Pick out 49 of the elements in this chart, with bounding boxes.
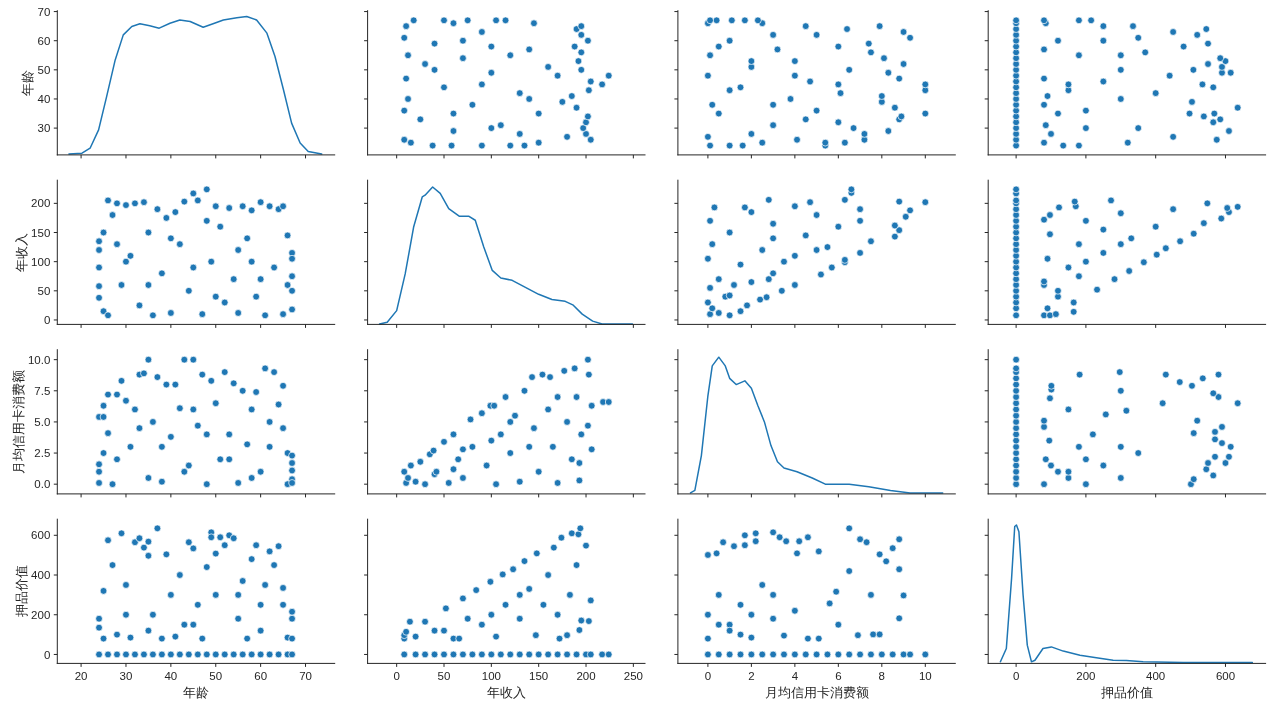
- x-tick-label: 150: [529, 670, 549, 683]
- x-axis-title: 年龄: [183, 686, 209, 701]
- x-tick-label: 8: [878, 670, 886, 683]
- x-tick-label: 40: [164, 670, 178, 683]
- y-tick-label: 100: [31, 255, 51, 268]
- x-tick-label: 6: [835, 670, 842, 683]
- x-tick-label: 100: [481, 670, 501, 683]
- x-tick-label: 60: [254, 670, 268, 683]
- y-tick-label: 150: [31, 226, 51, 239]
- y-tick-label: 10.0: [27, 353, 51, 366]
- y-tick-label: 0.0: [34, 478, 51, 491]
- y-tick-label: 200: [31, 197, 51, 210]
- y-tick-label: 5.0: [34, 416, 51, 429]
- x-tick-label: 4: [791, 670, 799, 683]
- x-tick-label: 200: [1076, 670, 1096, 683]
- y-tick-label: 400: [31, 569, 51, 582]
- x-tick-label: 0: [704, 670, 712, 683]
- x-tick-label: 10: [918, 670, 932, 683]
- y-tick-label: 0: [43, 314, 51, 327]
- y-tick-label: 7.5: [34, 384, 51, 397]
- y-tick-label: 50: [37, 63, 51, 76]
- y-axis-title: 年龄: [21, 69, 36, 96]
- x-tick-label: 400: [1146, 670, 1166, 683]
- x-tick-label: 600: [1215, 670, 1236, 683]
- x-axis-title: 年收入: [486, 686, 526, 701]
- x-tick-label: 30: [119, 670, 133, 683]
- x-axis-title: 月均信用卡消费额: [764, 686, 869, 701]
- x-tick-label: 200: [576, 670, 596, 683]
- y-tick-label: 70: [37, 5, 51, 18]
- x-tick-label: 50: [209, 670, 223, 683]
- y-tick-label: 40: [37, 93, 51, 106]
- y-axis-title: 月均信用卡消费额: [11, 369, 26, 474]
- y-tick-label: 50: [37, 284, 51, 297]
- x-tick-label: 50: [437, 670, 451, 683]
- x-tick-label: 2: [748, 670, 755, 683]
- y-tick-label: 0: [43, 648, 51, 661]
- x-tick-label: 20: [74, 670, 88, 683]
- x-tick-label: 0: [1012, 670, 1020, 683]
- x-tick-label: 0: [393, 670, 400, 683]
- y-tick-label: 200: [31, 608, 51, 621]
- y-tick-label: 30: [37, 122, 51, 135]
- y-tick-label: 600: [31, 529, 51, 542]
- x-tick-label: 70: [299, 670, 312, 683]
- x-axis-title: 押品价值: [1100, 686, 1153, 701]
- x-tick-label: 250: [623, 670, 643, 683]
- y-axis-title: 押品价值: [15, 565, 30, 618]
- y-tick-label: 2.5: [34, 447, 51, 460]
- y-axis-title: 年收入: [15, 232, 30, 272]
- y-tick-label: 60: [37, 34, 51, 47]
